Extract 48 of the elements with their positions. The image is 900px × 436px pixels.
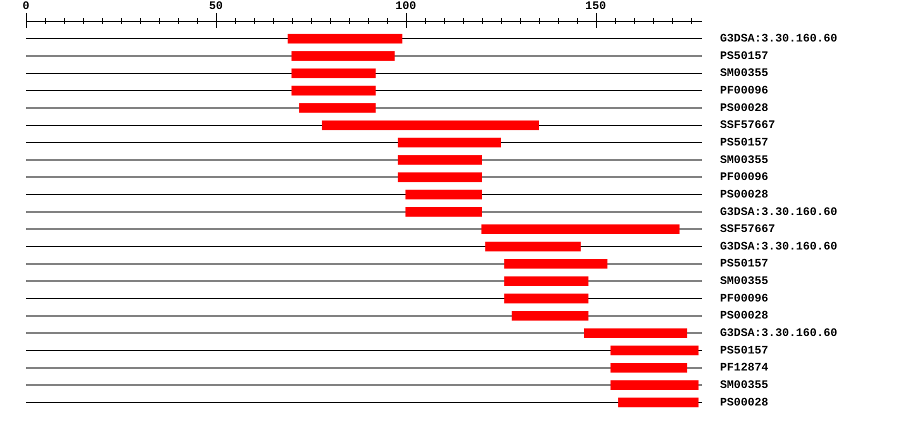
bar xyxy=(584,328,688,338)
bar xyxy=(292,51,395,61)
y-tick-label: PF12874 xyxy=(720,362,768,375)
bar xyxy=(292,86,376,96)
y-tick-label: G3DSA:3.30.160.60 xyxy=(720,206,838,219)
y-tick-label: PS00028 xyxy=(720,396,768,410)
bar xyxy=(485,242,581,252)
x-tick-label: 150 xyxy=(585,0,606,13)
bar xyxy=(398,138,502,148)
bar xyxy=(504,259,608,269)
y-tick-label: PS00028 xyxy=(720,310,768,323)
bar xyxy=(610,362,688,373)
y-tick-label: SSF57667 xyxy=(720,223,776,236)
y-tick-label: G3DSA:3.30.160.60 xyxy=(720,32,838,46)
bar xyxy=(618,398,699,408)
bar xyxy=(610,346,699,356)
y-tick-label: PF00096 xyxy=(720,84,768,98)
x-tick-label: 100 xyxy=(395,0,416,13)
y-tick-label: PF00096 xyxy=(720,171,768,184)
y-tick-label: PS50157 xyxy=(720,136,768,150)
y-tick-label: PS50157 xyxy=(720,258,768,271)
y-tick-label: PS00028 xyxy=(720,102,768,115)
x-tick-label: 0 xyxy=(22,0,30,13)
y-tick-label: SM00355 xyxy=(720,275,768,288)
bar xyxy=(299,103,376,113)
bar xyxy=(512,310,588,321)
y-tick-label: G3DSA:3.30.160.60 xyxy=(720,240,838,254)
y-tick-label: PS50157 xyxy=(720,344,768,358)
bar xyxy=(398,172,482,182)
bar xyxy=(610,380,699,390)
y-tick-label: PS00028 xyxy=(720,188,768,202)
bar xyxy=(288,34,402,44)
y-tick-label: PS50157 xyxy=(720,50,768,63)
bar xyxy=(405,190,482,200)
y-tick-label: SM00355 xyxy=(720,67,768,80)
bar xyxy=(292,68,376,78)
bar xyxy=(398,155,482,165)
bar xyxy=(504,294,588,304)
y-tick-label: SM00355 xyxy=(720,154,768,167)
bar xyxy=(405,207,482,217)
bar xyxy=(481,224,680,234)
bar xyxy=(322,120,540,130)
y-tick-label: SSF57667 xyxy=(720,119,776,132)
y-tick-label: G3DSA:3.30.160.60 xyxy=(720,327,838,340)
y-tick-label: PF00096 xyxy=(720,292,768,306)
y-tick-label: SM00355 xyxy=(720,379,768,392)
x-tick-label: 50 xyxy=(208,0,223,13)
bar xyxy=(504,276,588,286)
